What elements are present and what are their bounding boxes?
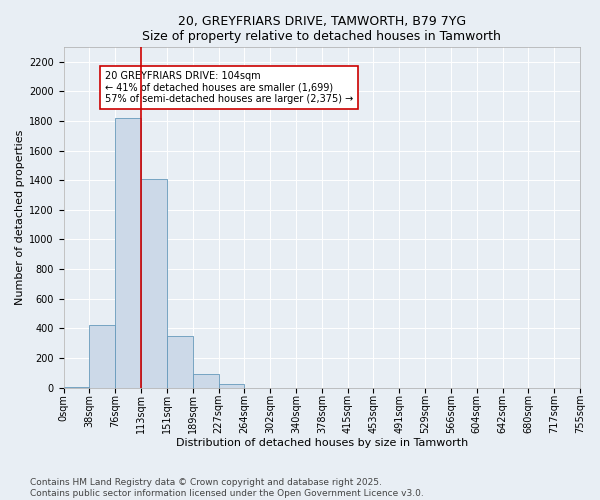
Bar: [218, 384, 244, 388]
Bar: [89, 326, 115, 388]
X-axis label: Distribution of detached houses by size in Tamworth: Distribution of detached houses by size …: [176, 438, 468, 448]
Y-axis label: Number of detached properties: Number of detached properties: [15, 130, 25, 305]
Text: 20 GREYFRIARS DRIVE: 104sqm
← 41% of detached houses are smaller (1,699)
57% of : 20 GREYFRIARS DRIVE: 104sqm ← 41% of det…: [105, 71, 353, 104]
Bar: [115, 118, 141, 388]
Title: 20, GREYFRIARS DRIVE, TAMWORTH, B79 7YG
Size of property relative to detached ho: 20, GREYFRIARS DRIVE, TAMWORTH, B79 7YG …: [142, 15, 501, 43]
Bar: [193, 374, 218, 388]
Text: Contains HM Land Registry data © Crown copyright and database right 2025.
Contai: Contains HM Land Registry data © Crown c…: [30, 478, 424, 498]
Bar: [141, 179, 167, 388]
Bar: [167, 336, 193, 388]
Bar: [64, 387, 89, 388]
